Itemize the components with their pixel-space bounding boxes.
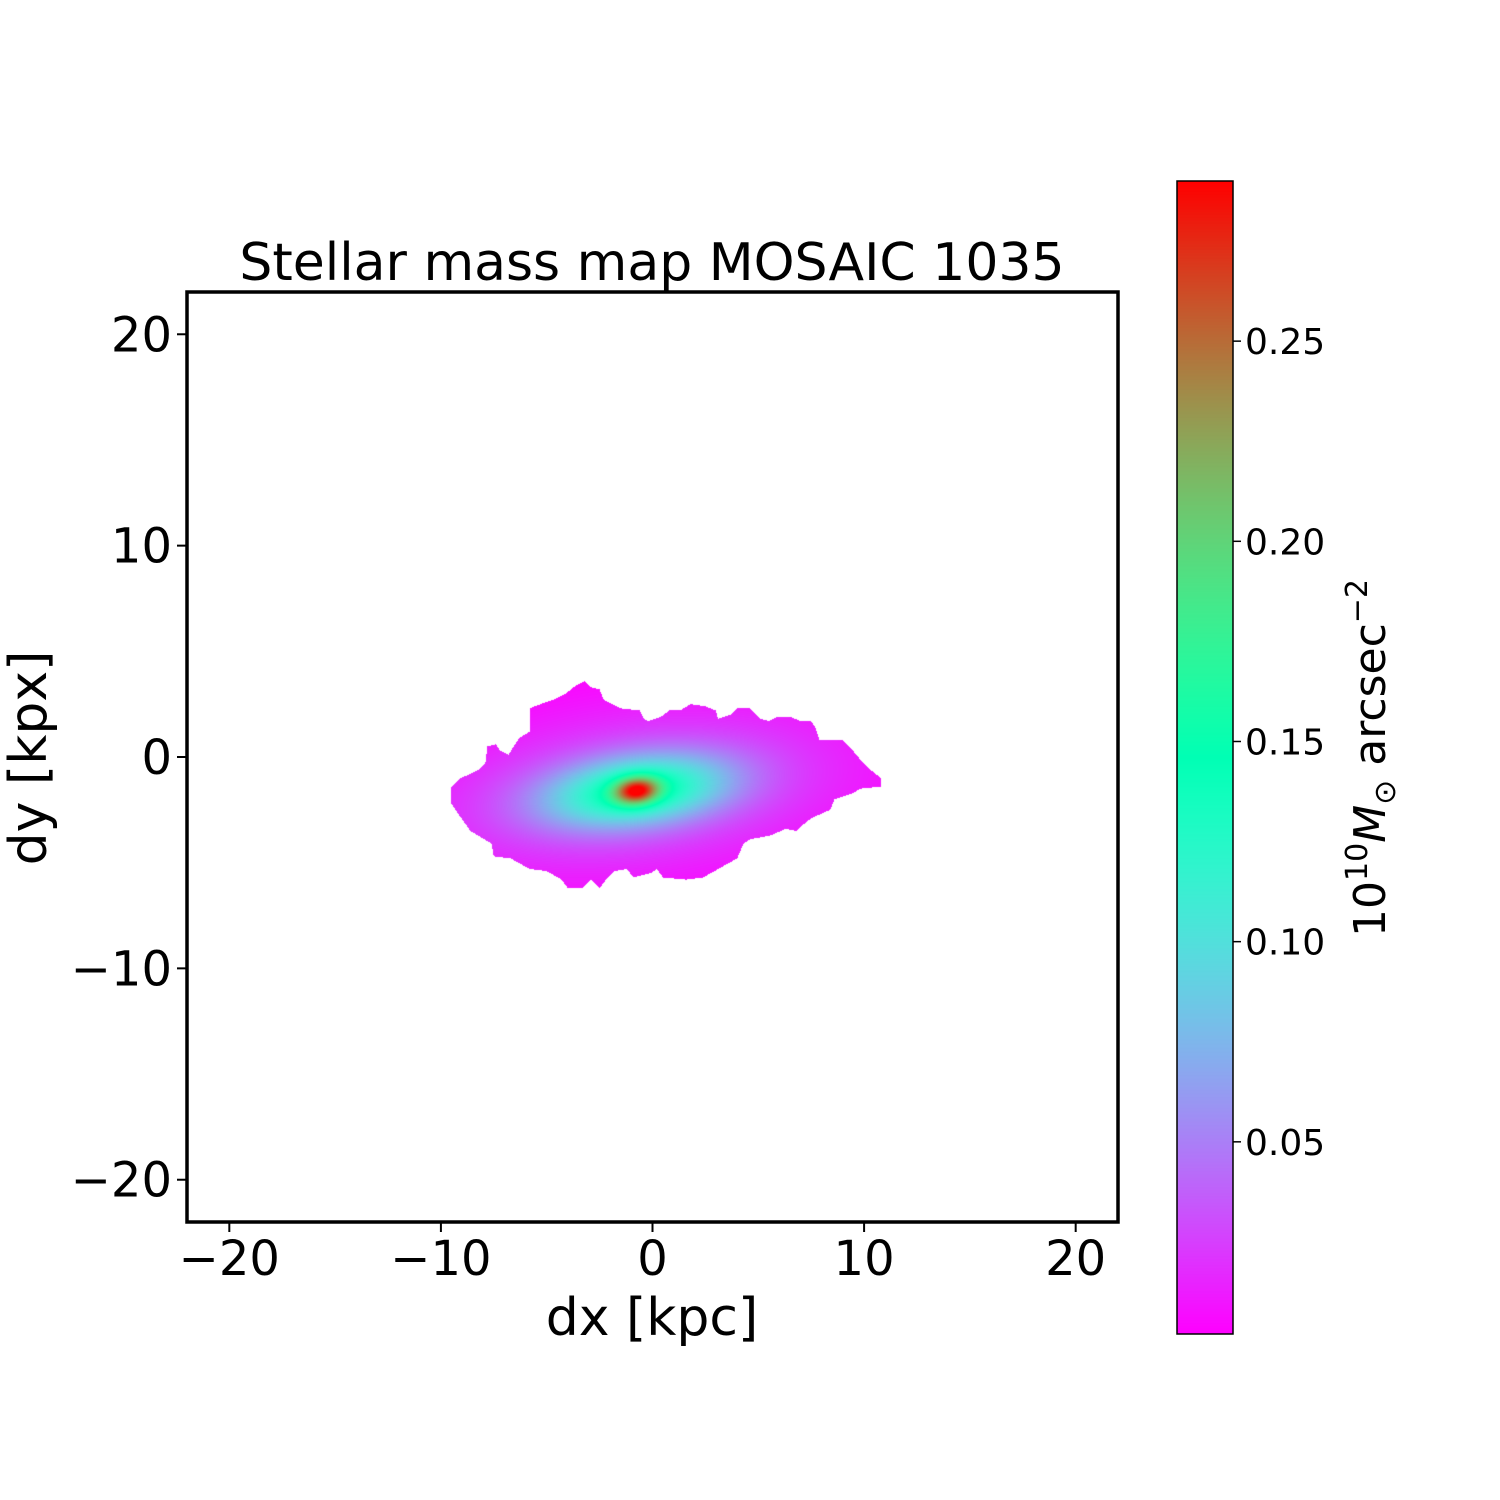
colorbar-tick-label: 0.10 xyxy=(1245,923,1325,964)
x-axis-label: dx [kpc] xyxy=(546,1288,759,1348)
y-tick-label: −10 xyxy=(71,941,172,997)
stellar-mass-heatmap xyxy=(187,292,1118,1222)
colorbar-tick-label: 0.25 xyxy=(1245,322,1325,363)
chart-title: Stellar mass map MOSAIC 1035 xyxy=(239,233,1064,293)
y-tick-label: 20 xyxy=(111,307,172,363)
colorbar-gradient xyxy=(1177,181,1233,1334)
colorbar-tick-label: 0.15 xyxy=(1245,722,1325,763)
y-tick-label: −20 xyxy=(71,1153,172,1209)
colorbar-frame xyxy=(1176,180,1234,1335)
colorbar-tick-label: 0.05 xyxy=(1245,1123,1325,1164)
y-tick-label: 0 xyxy=(141,730,172,786)
x-axis-ticks: −20 −10 0 10 20 xyxy=(179,1222,1106,1287)
colorbar-label: 1010M⊙ arcsec−2 xyxy=(1340,579,1403,937)
x-tick-label: −10 xyxy=(390,1231,491,1287)
x-tick-label: 10 xyxy=(834,1231,895,1287)
colorbar-ticks: 0.05 0.10 0.15 0.20 0.25 xyxy=(1233,322,1325,1164)
x-tick-label: −20 xyxy=(179,1231,280,1287)
plot-frame xyxy=(185,290,1120,1224)
y-axis-label: dy [kpx] xyxy=(0,651,59,866)
colorbar-tick-label: 0.20 xyxy=(1245,522,1325,563)
y-tick-label: 10 xyxy=(111,519,172,575)
x-tick-label: 20 xyxy=(1045,1231,1106,1287)
y-axis-ticks: −20 −10 0 10 20 xyxy=(71,307,187,1209)
x-tick-label: 0 xyxy=(637,1231,668,1287)
